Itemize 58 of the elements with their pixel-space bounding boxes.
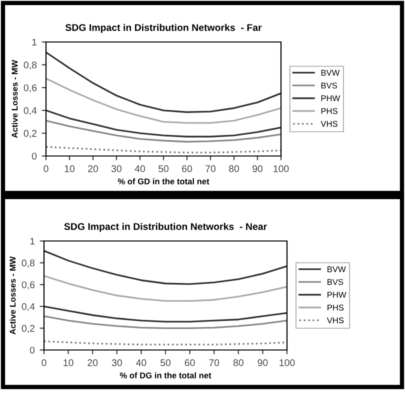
y-tick-label: 0,4 — [24, 107, 37, 116]
line-series — [44, 306, 287, 322]
x-tick-label: 20 — [88, 165, 98, 172]
x-tick-label: 0 — [44, 165, 48, 172]
line-series — [44, 315, 287, 330]
line-series — [46, 110, 281, 138]
x-tick-label: 30 — [112, 359, 122, 366]
x-tick-label: 40 — [136, 359, 146, 366]
x-tick-label: 90 — [258, 359, 268, 366]
y-tick-label: 0,6 — [24, 84, 37, 92]
x-tick-label: 70 — [206, 165, 216, 172]
legend-label: VHS — [320, 120, 338, 127]
legend-label: PHW — [321, 95, 340, 102]
line-series — [46, 78, 281, 124]
x-tick-label: 50 — [160, 359, 171, 366]
x-tick-label: 20 — [88, 359, 98, 366]
legend-label: BVS — [321, 82, 337, 88]
y-tick-label: 1 — [30, 238, 34, 245]
x-tick-label: 50 — [158, 165, 169, 172]
y-tick-label: 0,6 — [22, 281, 35, 290]
legend-label: BVS — [328, 279, 344, 285]
x-tick-label: 30 — [111, 165, 122, 172]
y-tick-label: 0,2 — [22, 324, 34, 333]
y-tick-label: 1 — [32, 38, 36, 46]
y-tick-label: 0 — [30, 346, 35, 354]
line-series — [46, 51, 281, 113]
x-tick-label: 60 — [182, 165, 192, 172]
y-axis-title: Active Losses - MW — [10, 256, 16, 334]
x-tick-label: 10 — [64, 359, 74, 366]
y-tick-label: 0 — [32, 152, 37, 160]
x-tick-label: 80 — [229, 165, 240, 172]
x-tick-label: 60 — [184, 359, 195, 366]
x-tick-label: 70 — [209, 359, 220, 366]
x-tick-label: 80 — [233, 359, 244, 366]
chart-title: SDG Impact in Distribution Networks - Far — [65, 24, 262, 33]
y-tick-label: 0,8 — [24, 62, 37, 70]
x-tick-label: 90 — [252, 165, 263, 172]
legend-label: PHS — [328, 304, 344, 311]
y-tick-label: 0,2 — [24, 130, 36, 138]
x-axis-title: % of DG in the total net — [120, 372, 212, 378]
line-series — [44, 275, 287, 302]
legend-label: PHS — [321, 108, 338, 114]
chart-title: SDG Impact in Distribution Networks - Near — [64, 222, 267, 232]
legend-label: BVW — [321, 70, 340, 76]
legend-label: PHW — [328, 292, 346, 298]
y-tick-label: 0,8 — [22, 260, 35, 268]
x-axis-title: % of GD in the total net — [118, 178, 210, 184]
legend-label: BVW — [328, 266, 346, 272]
x-tick-label: 100 — [280, 359, 295, 366]
x-tick-label: 0 — [42, 359, 46, 366]
line-series — [44, 250, 287, 285]
x-tick-label: 40 — [134, 165, 146, 172]
x-tick-label: 100 — [274, 165, 289, 172]
y-tick-label: 0,4 — [22, 303, 35, 312]
x-tick-label: 10 — [64, 165, 75, 172]
legend-label: VHS — [326, 317, 344, 324]
line-series — [46, 120, 281, 143]
y-axis-title: Active Losses - MW — [12, 60, 18, 138]
